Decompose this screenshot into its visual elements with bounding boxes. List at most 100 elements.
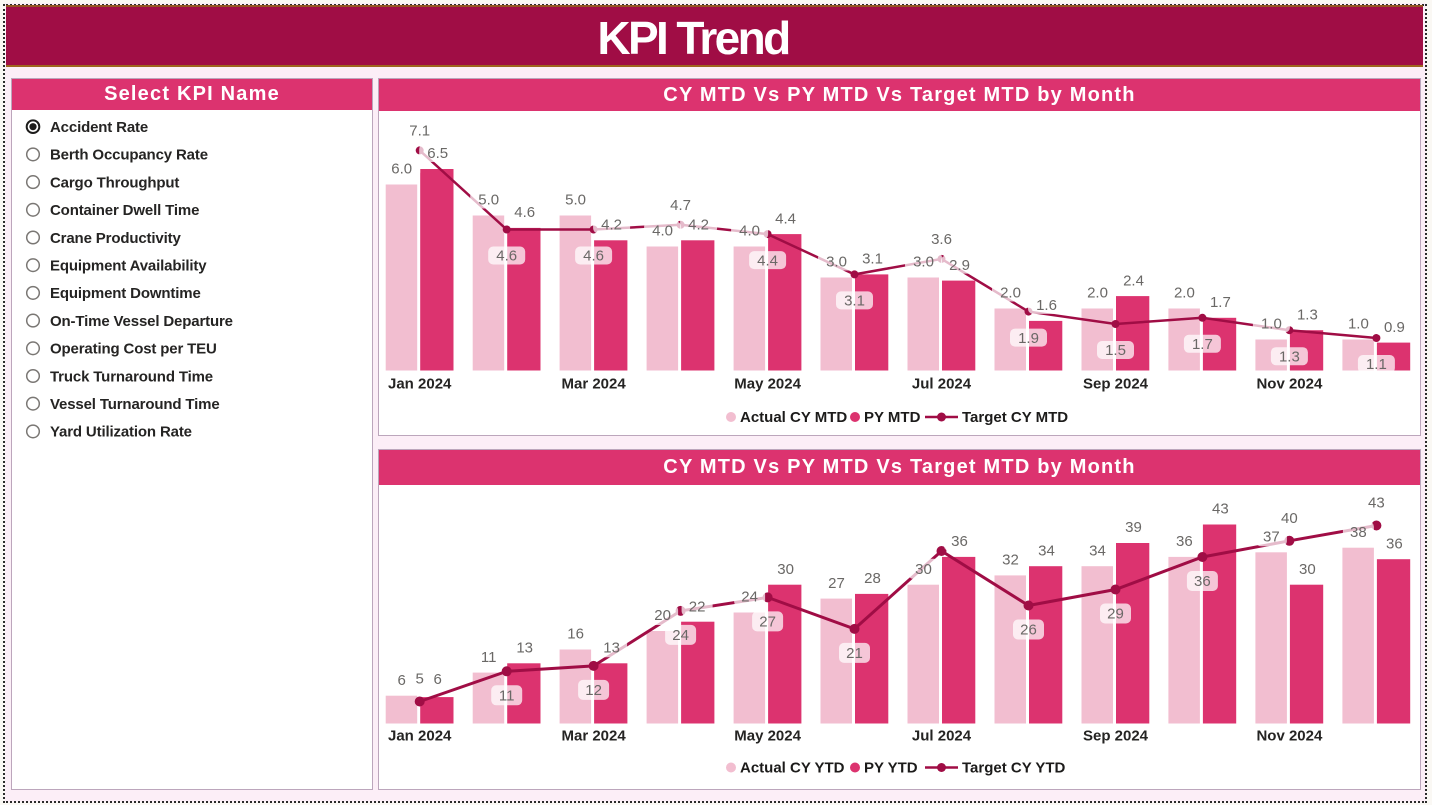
svg-text:Berth Occupancy Rate: Berth Occupancy Rate	[50, 147, 208, 164]
svg-text:3.1: 3.1	[862, 251, 883, 268]
svg-text:4.6: 4.6	[583, 248, 604, 265]
svg-text:3.0: 3.0	[913, 254, 934, 271]
svg-text:Mar 2024: Mar 2024	[561, 728, 626, 745]
svg-text:4.0: 4.0	[739, 223, 760, 240]
svg-text:16: 16	[567, 626, 584, 643]
svg-text:30: 30	[777, 561, 794, 578]
svg-text:1.6: 1.6	[1036, 297, 1057, 314]
svg-text:2.0: 2.0	[1087, 285, 1108, 302]
svg-text:Yard Utilization Rate: Yard Utilization Rate	[50, 424, 192, 441]
svg-text:1.9: 1.9	[1018, 330, 1039, 347]
svg-text:28: 28	[864, 570, 881, 587]
svg-text:Target CY YTD: Target CY YTD	[962, 760, 1066, 777]
svg-text:32: 32	[1002, 552, 1019, 569]
svg-text:40: 40	[1281, 510, 1298, 527]
svg-text:24: 24	[741, 589, 758, 606]
svg-text:43: 43	[1212, 501, 1229, 518]
svg-text:27: 27	[759, 614, 776, 631]
svg-text:Vessel Turnaround Time: Vessel Turnaround Time	[50, 396, 220, 413]
svg-text:Nov 2024: Nov 2024	[1256, 376, 1323, 393]
svg-text:36: 36	[1194, 573, 1211, 590]
svg-text:Operating Cost per TEU: Operating Cost per TEU	[50, 341, 217, 358]
svg-text:34: 34	[1089, 542, 1106, 559]
svg-text:0.9: 0.9	[1384, 319, 1405, 336]
svg-text:34: 34	[1038, 542, 1055, 559]
svg-text:22: 22	[689, 598, 706, 615]
svg-text:Sep 2024: Sep 2024	[1083, 376, 1149, 393]
svg-text:Jan 2024: Jan 2024	[388, 728, 452, 745]
svg-text:6.0: 6.0	[391, 161, 412, 178]
svg-text:43: 43	[1368, 495, 1385, 512]
svg-text:29: 29	[1107, 606, 1124, 623]
svg-text:Accident Rate: Accident Rate	[50, 119, 148, 136]
svg-text:1.3: 1.3	[1297, 306, 1318, 323]
svg-text:38: 38	[1350, 524, 1367, 541]
svg-text:5.0: 5.0	[565, 192, 586, 209]
svg-text:5.0: 5.0	[478, 192, 499, 209]
svg-text:PY YTD: PY YTD	[864, 760, 918, 777]
svg-text:4.7: 4.7	[670, 197, 691, 214]
svg-text:6: 6	[398, 672, 406, 689]
svg-text:4.0: 4.0	[652, 223, 673, 240]
svg-text:Target CY MTD: Target CY MTD	[962, 409, 1068, 426]
svg-text:4.6: 4.6	[496, 248, 517, 265]
svg-text:39: 39	[1125, 519, 1142, 536]
svg-text:May 2024: May 2024	[734, 376, 801, 393]
svg-text:1.5: 1.5	[1105, 342, 1126, 359]
svg-text:13: 13	[516, 640, 533, 657]
svg-text:21: 21	[846, 645, 863, 662]
svg-text:6: 6	[434, 671, 442, 688]
svg-text:Container Dwell Time: Container Dwell Time	[50, 202, 199, 219]
svg-text:7.1: 7.1	[409, 123, 430, 140]
svg-text:3.1: 3.1	[844, 293, 865, 310]
svg-text:2.0: 2.0	[1174, 285, 1195, 302]
svg-text:4.4: 4.4	[757, 252, 778, 269]
svg-text:36: 36	[1176, 533, 1193, 550]
svg-text:11: 11	[481, 649, 497, 666]
svg-text:Jul 2024: Jul 2024	[912, 728, 972, 745]
svg-text:Sep 2024: Sep 2024	[1083, 728, 1149, 745]
svg-text:1.0: 1.0	[1348, 316, 1369, 333]
svg-text:26: 26	[1020, 622, 1037, 639]
svg-text:6.5: 6.5	[427, 145, 448, 162]
svg-text:Truck Turnaround Time: Truck Turnaround Time	[50, 368, 213, 385]
svg-text:11: 11	[499, 688, 515, 705]
svg-text:Nov 2024: Nov 2024	[1256, 728, 1323, 745]
svg-text:4.2: 4.2	[601, 217, 622, 234]
svg-text:1.0: 1.0	[1261, 316, 1282, 333]
svg-text:12: 12	[585, 682, 602, 699]
svg-text:20: 20	[654, 607, 671, 624]
svg-text:2.0: 2.0	[1000, 285, 1021, 302]
svg-text:Equipment Availability: Equipment Availability	[50, 258, 207, 275]
svg-text:Actual CY YTD: Actual CY YTD	[740, 760, 845, 777]
svg-text:2.9: 2.9	[949, 257, 970, 274]
svg-text:4.4: 4.4	[775, 210, 796, 227]
svg-text:On-Time Vessel Departure: On-Time Vessel Departure	[50, 313, 233, 330]
svg-text:27: 27	[828, 575, 845, 592]
svg-text:1.7: 1.7	[1210, 294, 1231, 311]
svg-text:Mar 2024: Mar 2024	[561, 376, 626, 393]
svg-text:37: 37	[1263, 529, 1280, 546]
svg-text:PY MTD: PY MTD	[864, 409, 921, 426]
svg-text:3.0: 3.0	[826, 254, 847, 271]
svg-text:Equipment Downtime: Equipment Downtime	[50, 285, 201, 302]
svg-text:Crane Productivity: Crane Productivity	[50, 230, 181, 247]
svg-text:3.6: 3.6	[931, 231, 952, 248]
svg-text:30: 30	[1299, 561, 1316, 578]
svg-text:24: 24	[672, 627, 689, 644]
svg-text:2.4: 2.4	[1123, 272, 1144, 289]
svg-text:Jul 2024: Jul 2024	[912, 376, 972, 393]
svg-text:13: 13	[603, 640, 620, 657]
svg-text:1.3: 1.3	[1279, 348, 1300, 365]
svg-text:4.6: 4.6	[514, 204, 535, 221]
svg-text:Jan 2024: Jan 2024	[388, 376, 452, 393]
svg-text:30: 30	[915, 561, 932, 578]
svg-text:May 2024: May 2024	[734, 728, 801, 745]
svg-text:36: 36	[951, 533, 968, 550]
svg-text:Cargo Throughput: Cargo Throughput	[50, 174, 179, 191]
svg-text:Actual CY MTD: Actual CY MTD	[740, 409, 847, 426]
svg-text:36: 36	[1386, 535, 1403, 552]
svg-text:4.2: 4.2	[688, 217, 709, 234]
svg-text:1.1: 1.1	[1366, 356, 1387, 373]
svg-text:5: 5	[416, 671, 424, 688]
